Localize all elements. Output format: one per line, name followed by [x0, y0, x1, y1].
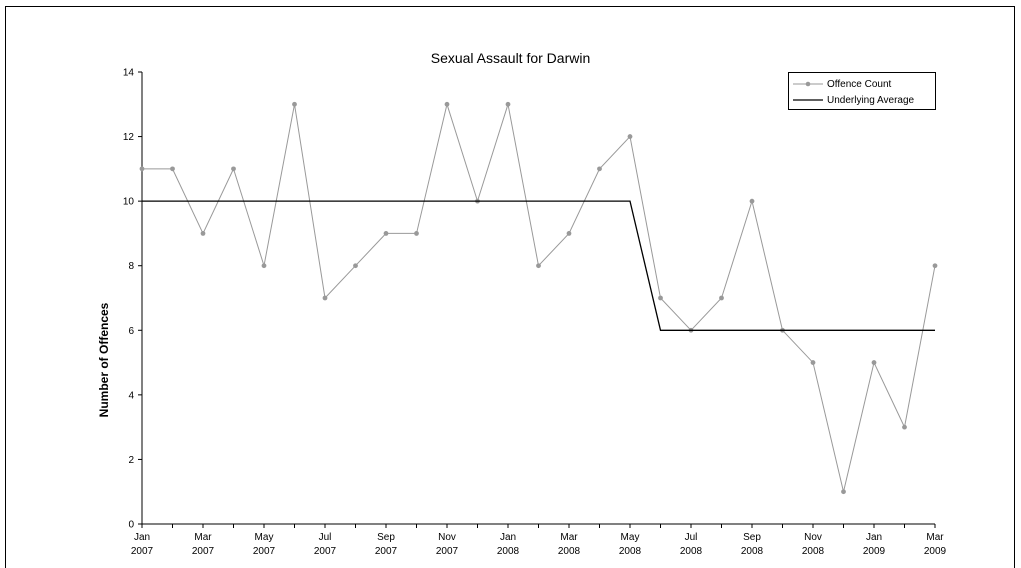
- x-tick-label-month: Nov: [438, 532, 456, 543]
- data-point-offence-count: [444, 101, 450, 107]
- x-tick-label-year: 2008: [497, 546, 520, 557]
- data-point-offence-count: [383, 231, 389, 236]
- data-point-offence-count: [139, 166, 145, 172]
- data-point-offence-count: [810, 360, 816, 365]
- legend-label-offence-count: Offence Count: [827, 78, 892, 90]
- y-tick-label: 0: [128, 520, 134, 531]
- x-tick-label-year: 2009: [863, 546, 886, 557]
- data-point-offence-count: [871, 360, 877, 365]
- x-tick-label-month: Jan: [866, 532, 882, 543]
- data-point-offence-count: [200, 231, 206, 236]
- x-tick-label-month: Jan: [134, 532, 150, 543]
- y-axis-label: Number of Offences: [97, 302, 111, 418]
- x-tick-label-year: 2008: [619, 546, 642, 557]
- x-tick-label-month: Sep: [377, 532, 395, 543]
- y-tick-label: 12: [123, 132, 135, 143]
- series-line-offence-count: [142, 102, 936, 492]
- x-tick-label-year: 2009: [924, 546, 947, 557]
- x-tick-label-month: Jul: [685, 532, 698, 543]
- legend: Offence Count Underlying Average: [788, 72, 936, 110]
- x-tick-label-year: 2007: [131, 546, 154, 557]
- legend-entry-underlying-average: Underlying Average: [789, 93, 914, 107]
- data-point-offence-count: [170, 166, 175, 172]
- data-point-offence-count: [322, 295, 328, 301]
- y-tick-label: 10: [123, 197, 135, 208]
- data-point-offence-count: [353, 263, 358, 269]
- data-point-offence-count: [536, 263, 541, 269]
- x-tick-label-month: Mar: [560, 532, 578, 543]
- x-tick-label-month: Jul: [319, 532, 332, 543]
- data-point-offence-count: [841, 489, 846, 495]
- series-line-underlying-average: [142, 200, 935, 331]
- x-tick-label-month: Mar: [926, 532, 944, 543]
- data-point-offence-count: [749, 198, 755, 204]
- x-tick-label-month: May: [621, 532, 640, 543]
- x-tick-label-year: 2007: [192, 546, 215, 557]
- x-tick-label-year: 2007: [253, 546, 276, 557]
- x-tick-label-year: 2008: [741, 546, 764, 557]
- legend-label-underlying-average: Underlying Average: [827, 94, 915, 106]
- data-point-offence-count: [658, 295, 663, 301]
- chart-frame: [5, 6, 1015, 568]
- data-point-offence-count: [231, 166, 236, 172]
- data-point-offence-count: [261, 263, 267, 269]
- data-point-offence-count: [566, 231, 572, 236]
- data-point-offence-count: [414, 231, 419, 236]
- x-tick-label-month: Jan: [500, 532, 516, 543]
- x-tick-label-year: 2007: [436, 546, 459, 557]
- data-point-offence-count: [719, 295, 724, 301]
- y-tick-label: 6: [128, 326, 134, 337]
- chart-title: Sexual Assault for Darwin: [430, 50, 591, 66]
- x-tick-label-year: 2007: [314, 546, 337, 557]
- legend-entry-offence-count: Offence Count: [789, 77, 891, 91]
- y-tick-label: 2: [128, 455, 134, 466]
- data-point-offence-count: [597, 166, 602, 172]
- x-tick-label-year: 2008: [558, 546, 581, 557]
- x-tick-label-month: Sep: [743, 532, 761, 543]
- legend-swatch-underlying-average: [793, 94, 823, 106]
- x-tick-label-month: Nov: [804, 532, 822, 543]
- data-point-offence-count: [902, 424, 907, 430]
- y-tick-label: 4: [128, 390, 134, 401]
- x-tick-label-year: 2007: [375, 546, 398, 557]
- x-tick-label-year: 2008: [802, 546, 825, 557]
- y-tick-label: 14: [123, 68, 135, 79]
- data-point-offence-count: [932, 263, 938, 269]
- y-tick-label: 8: [128, 261, 134, 272]
- x-tick-label-year: 2008: [680, 546, 703, 557]
- x-tick-label-month: Mar: [194, 532, 212, 543]
- x-tick-label-month: May: [255, 532, 274, 543]
- data-point-offence-count: [627, 134, 633, 139]
- data-point-offence-count: [292, 101, 297, 107]
- legend-swatch-offence-count: [793, 78, 823, 90]
- data-point-offence-count: [505, 101, 511, 107]
